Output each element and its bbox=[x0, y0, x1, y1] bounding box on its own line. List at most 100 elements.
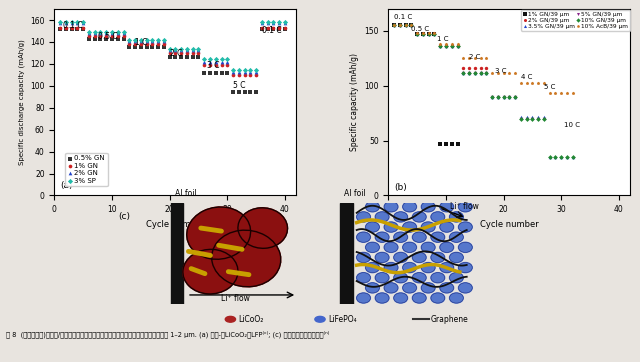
2% GN bbox=[130, 38, 140, 44]
3.5% GN/39 μm bbox=[504, 94, 515, 100]
Ellipse shape bbox=[384, 242, 398, 252]
1% GN bbox=[176, 50, 186, 56]
2% GN/39 μm bbox=[435, 43, 445, 49]
Text: LiCoO₂: LiCoO₂ bbox=[239, 315, 264, 324]
10% GN/39 μm bbox=[481, 70, 492, 76]
3% SP bbox=[193, 46, 204, 51]
10% GN/39 μm bbox=[389, 22, 399, 28]
2% GN/39 μm bbox=[389, 22, 399, 28]
Text: 10 C: 10 C bbox=[564, 122, 580, 129]
3.5% GN/39 μm bbox=[395, 22, 405, 28]
1% GN/39 μm bbox=[429, 31, 440, 37]
Ellipse shape bbox=[412, 232, 426, 242]
Text: 3 C: 3 C bbox=[207, 61, 220, 70]
2% GN/39 μm bbox=[452, 43, 463, 49]
3% SP bbox=[176, 46, 186, 51]
Ellipse shape bbox=[449, 212, 463, 222]
2% GN/39 μm bbox=[429, 31, 440, 37]
Ellipse shape bbox=[394, 252, 408, 262]
Ellipse shape bbox=[394, 232, 408, 242]
2% GN/39 μm bbox=[470, 66, 480, 71]
10% AcB/39 μm bbox=[608, 22, 618, 28]
Ellipse shape bbox=[384, 262, 398, 273]
5% GN/39 μm bbox=[504, 94, 515, 100]
10% AcB/39 μm bbox=[522, 80, 532, 85]
Text: 图 8  (网络版彩色)石墨烯/活性物质尺寸比对锂离子传输行为的影响，所使用石墨烯尺寸 1–2 μm. (a) 较细-的LiCoO₂的LFP⁽ᶜ⁾; (c) 锂: 图 8 (网络版彩色)石墨烯/活性物质尺寸比对锂离子传输行为的影响，所使用石墨烯… bbox=[6, 331, 330, 338]
Ellipse shape bbox=[431, 252, 445, 262]
Text: (c): (c) bbox=[118, 212, 131, 221]
10% AcB/39 μm bbox=[487, 70, 497, 76]
2% GN bbox=[216, 59, 227, 64]
Y-axis label: Specific capacity (mAh/g): Specific capacity (mAh/g) bbox=[349, 53, 358, 151]
10% AcB/39 μm bbox=[458, 55, 468, 61]
3.5% GN/39 μm bbox=[452, 43, 463, 49]
5% GN/39 μm bbox=[470, 70, 480, 76]
1% GN bbox=[113, 34, 123, 39]
Text: Li⁺ flow: Li⁺ flow bbox=[449, 202, 479, 211]
0.5% GN bbox=[141, 45, 152, 50]
3.5% GN/39 μm bbox=[545, 154, 555, 160]
Ellipse shape bbox=[421, 222, 435, 232]
Text: Al foil: Al foil bbox=[344, 189, 366, 198]
Ellipse shape bbox=[421, 283, 435, 293]
1% GN bbox=[107, 34, 117, 39]
5% GN/39 μm bbox=[435, 43, 445, 49]
0.5% GN bbox=[107, 36, 117, 42]
3% SP bbox=[239, 68, 250, 73]
0.5% GN bbox=[170, 54, 180, 60]
10% AcB/39 μm bbox=[441, 41, 451, 47]
0.5% GN bbox=[101, 36, 111, 42]
Ellipse shape bbox=[458, 222, 472, 232]
10% GN/39 μm bbox=[406, 22, 417, 28]
1% GN bbox=[101, 34, 111, 39]
3.5% GN/39 μm bbox=[562, 154, 572, 160]
1% GN bbox=[268, 25, 278, 31]
Text: 0.1 C: 0.1 C bbox=[262, 26, 282, 35]
1% GN bbox=[61, 25, 71, 31]
10% AcB/39 μm bbox=[504, 70, 515, 76]
10% GN/39 μm bbox=[539, 116, 549, 122]
3% SP bbox=[90, 29, 100, 35]
10% GN/39 μm bbox=[464, 70, 474, 76]
3% SP bbox=[205, 56, 215, 62]
3% SP bbox=[130, 37, 140, 43]
10% AcB/39 μm bbox=[452, 41, 463, 47]
10% AcB/39 μm bbox=[545, 90, 555, 96]
10% GN/39 μm bbox=[401, 22, 411, 28]
1% GN bbox=[205, 62, 215, 68]
10% GN/39 μm bbox=[476, 70, 486, 76]
0.5% GN bbox=[239, 89, 250, 95]
3.5% GN/39 μm bbox=[447, 43, 457, 49]
10% AcB/39 μm bbox=[550, 90, 561, 96]
1% GN bbox=[170, 50, 180, 56]
2% GN bbox=[193, 47, 204, 52]
0.5% GN bbox=[159, 45, 169, 50]
2% GN/39 μm bbox=[481, 66, 492, 71]
1% GN/39 μm bbox=[401, 22, 411, 28]
Legend: 1% GN/39 μm, 2% GN/39 μm, 3.5% GN/39 μm, 5% GN/39 μm, 10% GN/39 μm, 10% AcB/39 μ: 1% GN/39 μm, 2% GN/39 μm, 3.5% GN/39 μm,… bbox=[522, 10, 630, 31]
1% GN bbox=[280, 25, 290, 31]
0.5% GN bbox=[84, 36, 94, 42]
1% GN/39 μm bbox=[418, 31, 428, 37]
Text: 1 C: 1 C bbox=[437, 36, 449, 42]
Ellipse shape bbox=[356, 273, 371, 283]
5% GN/39 μm bbox=[441, 43, 451, 49]
10% AcB/39 μm bbox=[556, 90, 566, 96]
3% SP bbox=[234, 68, 244, 73]
1% GN/39 μm bbox=[412, 31, 422, 37]
Ellipse shape bbox=[394, 273, 408, 283]
Text: Al foil: Al foil bbox=[175, 189, 196, 198]
Text: 5 C: 5 C bbox=[233, 81, 246, 90]
0.5% GN bbox=[78, 26, 88, 32]
5% GN/39 μm bbox=[429, 31, 440, 37]
2% GN bbox=[136, 38, 146, 44]
2% GN bbox=[199, 59, 209, 64]
0.5% GN bbox=[55, 26, 65, 32]
Text: 0.5 C: 0.5 C bbox=[98, 31, 117, 41]
10% AcB/39 μm bbox=[499, 70, 509, 76]
1% GN bbox=[182, 50, 192, 56]
2% GN bbox=[84, 30, 94, 36]
3.5% GN/39 μm bbox=[568, 154, 578, 160]
Text: 0.1 C: 0.1 C bbox=[602, 14, 620, 20]
10% GN/39 μm bbox=[493, 94, 503, 100]
